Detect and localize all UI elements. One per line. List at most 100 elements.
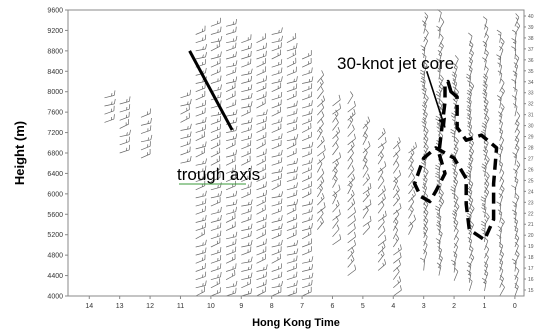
wind-barb	[210, 51, 222, 60]
wind-barb	[453, 194, 459, 208]
wind-barb	[195, 44, 207, 52]
right-tick-label: 17	[528, 266, 534, 272]
wind-barb	[468, 196, 474, 210]
wind-barb	[226, 60, 238, 68]
wind-barb	[419, 69, 426, 83]
wind-barb	[481, 163, 487, 177]
wind-barb	[498, 127, 504, 141]
wind-barb	[226, 125, 238, 133]
wind-barb	[195, 280, 207, 289]
wind-barb	[286, 83, 298, 93]
wind-barb	[210, 26, 222, 35]
wind-barb	[514, 111, 521, 125]
wind-barb	[301, 164, 312, 174]
wind-barb	[286, 287, 298, 297]
wind-barb	[301, 181, 313, 191]
wind-barb	[256, 286, 266, 297]
wind-barb	[104, 90, 116, 99]
wind-barb	[210, 190, 223, 199]
wind-barb	[438, 99, 444, 113]
wind-barb	[140, 108, 151, 118]
wind-barb	[347, 173, 356, 186]
wind-barb	[514, 160, 521, 174]
wind-barb	[435, 172, 441, 186]
wind-barb	[119, 119, 130, 129]
wind-barb	[195, 271, 207, 281]
right-tick-label: 16	[528, 277, 534, 283]
wind-barb	[140, 134, 153, 143]
wind-barb	[423, 208, 429, 222]
wind-barb	[302, 206, 313, 215]
wind-barb	[241, 117, 253, 125]
wind-barb	[241, 106, 251, 117]
wind-barb	[393, 170, 402, 182]
wind-barb	[347, 215, 356, 227]
wind-barb	[286, 66, 297, 76]
wind-barb	[210, 58, 221, 68]
wind-barb	[241, 188, 251, 199]
wind-barb	[317, 135, 325, 149]
wind-barb	[210, 287, 221, 297]
wind-barb	[408, 221, 414, 235]
wind-barb	[210, 263, 222, 272]
wind-barb	[241, 278, 251, 289]
wind-barb	[226, 190, 238, 199]
wind-barb	[317, 202, 326, 214]
wind-barb	[241, 288, 253, 297]
y-axis-ticks: 4000 4400 4800 5200 5600 6000 6400 6800 7200 7600…	[47, 8, 68, 301]
wind-barb	[301, 229, 312, 240]
wind-barb	[180, 112, 190, 123]
wind-barb	[453, 202, 460, 216]
wind-barb	[514, 21, 521, 35]
wind-barb	[225, 155, 236, 166]
wind-barb	[332, 200, 340, 213]
wind-barb	[210, 155, 221, 166]
wind-barb	[256, 221, 267, 231]
wind-barb	[226, 18, 237, 27]
right-tick-label: 34	[528, 80, 534, 86]
wind-barb	[438, 74, 444, 88]
wind-barb	[499, 78, 505, 92]
wind-barb	[271, 133, 283, 142]
wind-barb	[286, 76, 298, 84]
wind-barb	[393, 252, 402, 264]
wind-barb	[451, 210, 458, 224]
wind-barb	[347, 101, 356, 113]
wind-barb	[104, 105, 115, 115]
wind-barb	[271, 27, 283, 35]
wind-barb	[496, 54, 502, 68]
wind-barb	[271, 116, 283, 125]
right-tick-label: 28	[528, 146, 534, 152]
wind-barb	[271, 123, 282, 133]
wind-barb	[210, 237, 221, 248]
wind-barb	[332, 166, 338, 180]
wind-barb	[225, 67, 237, 76]
wind-barb	[466, 106, 472, 120]
right-tick-label: 21	[528, 222, 534, 228]
wind-barb	[302, 108, 313, 117]
wind-barb	[256, 33, 266, 44]
wind-barb	[362, 116, 371, 129]
wind-barb	[393, 185, 400, 199]
wind-barb	[317, 168, 325, 181]
y-tick-label: 4800	[47, 253, 63, 260]
wind-barb	[195, 205, 206, 215]
right-tick-label: 33	[528, 91, 534, 97]
right-tick-label: 20	[528, 233, 534, 239]
x-tick-label: 5	[361, 303, 365, 310]
x-axis-title: Hong Kong Time	[252, 317, 340, 329]
wind-barb	[480, 220, 486, 234]
wind-barb	[514, 143, 520, 158]
wind-barb	[241, 165, 252, 174]
wind-barb	[362, 189, 370, 203]
wind-barb	[453, 55, 459, 69]
wind-barb	[347, 156, 354, 170]
wind-barb	[271, 106, 281, 117]
wind-barb	[467, 163, 473, 177]
wind-barb	[225, 263, 237, 272]
wind-barb	[210, 164, 221, 174]
wind-barb	[256, 116, 267, 125]
wind-barb	[483, 98, 489, 112]
wind-barb	[256, 164, 266, 174]
y-tick-label: 8000	[47, 89, 63, 96]
